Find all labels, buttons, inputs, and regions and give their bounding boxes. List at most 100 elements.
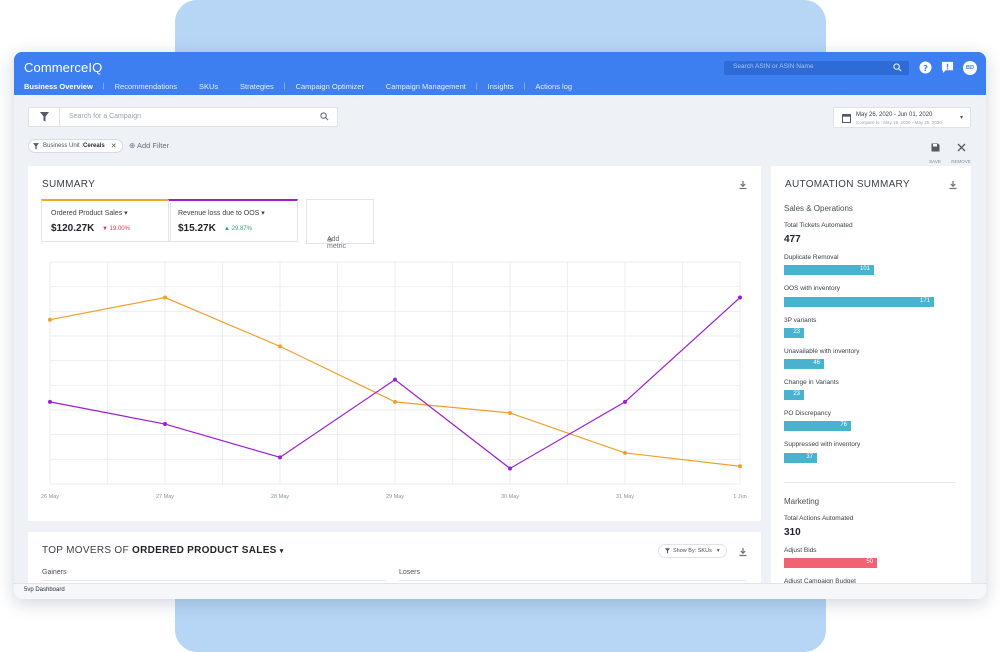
x-tick-label: 28 May	[271, 494, 289, 500]
data-point	[623, 399, 627, 404]
metric-card-revenue-loss-oos[interactable]: Revenue loss due to OOS ▾ $15.27K ▲ 29.8…	[168, 199, 298, 242]
automation-bar-value: 23	[793, 329, 800, 335]
tab-campaign-optimizer[interactable]: Campaign Optimizer	[295, 81, 364, 91]
add-metric-label: Add metric	[327, 236, 347, 250]
nav-separator: |	[475, 82, 478, 90]
x-tick-label: 30 May	[501, 494, 519, 500]
add-filter-button[interactable]: ⊕ Add Filter	[129, 141, 169, 150]
automation-bar: 171	[784, 297, 934, 307]
show-by-dropdown[interactable]: Show By: SKUs ▾	[658, 544, 727, 558]
funnel-icon	[33, 142, 39, 149]
section-marketing: Marketing	[784, 497, 820, 506]
automation-bar: 23	[784, 390, 804, 400]
filter-button[interactable]	[29, 108, 60, 126]
automation-bar-value: 50	[866, 559, 873, 565]
remove-label: REMOVE	[951, 159, 971, 164]
top-movers-metric-select[interactable]: ORDERED PRODUCT SALES ▾	[131, 545, 284, 556]
campaign-search-input[interactable]: Search for a Campaign	[69, 113, 141, 120]
plus-icon: ⊕	[129, 141, 136, 150]
footer-dashboard-label: 5vp Dashboard	[24, 587, 65, 593]
chevron-down-icon: ▾	[279, 548, 284, 555]
search-icon[interactable]	[893, 63, 902, 72]
automation-bar-value: 76	[840, 422, 847, 428]
automation-item-label: 3P variants	[784, 317, 817, 324]
chevron-down-icon: ▾	[124, 210, 128, 217]
add-metric-button[interactable]: ⊕ Add metric	[306, 199, 374, 250]
summary-title: SUMMARY	[42, 179, 96, 190]
data-point	[738, 464, 742, 469]
automation-bar-value: 46	[813, 360, 820, 366]
tab-actions-log[interactable]: Actions log	[535, 81, 573, 91]
remove-button[interactable]: REMOVE	[949, 139, 973, 164]
date-range-picker[interactable]: May 26, 2020 - Jun 01, 2020 Compare to :…	[833, 107, 971, 128]
top-movers-card: TOP MOVERS OF ORDERED PRODUCT SALES ▾ Sh…	[28, 532, 761, 592]
save-button[interactable]: SAVE	[923, 139, 947, 164]
top-movers-title: TOP MOVERS OF ORDERED PRODUCT SALES ▾	[42, 545, 284, 556]
close-icon[interactable]: ✕	[110, 143, 117, 150]
download-icon[interactable]	[738, 180, 748, 190]
metric-change-up: ▲ 29.87%	[224, 226, 252, 232]
asin-search-placeholder: Search ASIN or ASIN Name	[733, 63, 814, 70]
automation-bar-value: 23	[793, 391, 800, 397]
section-sales-operations: Sales & Operations	[784, 204, 853, 213]
show-by-label: Show By: SKUs	[673, 548, 712, 554]
data-point	[163, 295, 167, 300]
metric-card-ordered-product-sales[interactable]: Ordered Product Sales ▾ $120.27K ▼ 19.00…	[41, 199, 171, 242]
gainers-divider	[42, 580, 387, 581]
metric-change-down: ▼ 19.00%	[102, 226, 130, 232]
nav-spacer: |	[374, 83, 376, 90]
automation-summary-card: AUTOMATION SUMMARY Sales & Operations To…	[771, 166, 971, 586]
gainers-heading: Gainers	[42, 569, 67, 576]
save-label: SAVE	[929, 159, 941, 164]
funnel-icon	[40, 112, 49, 122]
search-icon[interactable]	[320, 112, 329, 121]
losers-divider	[399, 580, 747, 581]
metric-value: $15.27K	[178, 223, 216, 234]
total-actions-label: Total Actions Automated	[784, 515, 854, 522]
tab-insights[interactable]: Insights	[487, 81, 514, 91]
asin-search-input[interactable]: Search ASIN or ASIN Name	[724, 61, 909, 75]
filter-chip-business-unit[interactable]: Business Unit : Cereals ✕	[28, 139, 123, 153]
summary-line-chart: 26 May 27 May 28 May 29 May 30 May 31 May 1 Ju…	[41, 261, 747, 500]
automation-item-label: Unavailable with inventory	[784, 348, 860, 355]
section-divider	[784, 482, 956, 483]
x-tick-label: 1 Jun	[733, 494, 746, 500]
data-point	[393, 377, 397, 382]
automation-bar: 37	[784, 453, 817, 463]
metric-name: Ordered Product Sales ▾	[51, 210, 128, 217]
data-point	[393, 399, 397, 404]
tab-business-overview[interactable]: Business Overview	[24, 81, 93, 91]
funnel-icon	[665, 548, 670, 554]
user-avatar[interactable]: BD	[963, 61, 977, 75]
main-tabs: Business Overview | Recommendations | SK…	[24, 80, 572, 92]
data-point	[163, 422, 167, 427]
nav-separator: |	[523, 82, 526, 90]
data-point	[508, 466, 512, 471]
automation-bar: 76	[784, 421, 851, 431]
automation-item-label: Adjust Campaign Budget	[784, 578, 856, 585]
chevron-down-icon: ▾	[716, 548, 720, 554]
data-point	[278, 455, 282, 460]
x-tick-label: 27 May	[156, 494, 174, 500]
close-icon	[957, 143, 965, 152]
tab-campaign-management[interactable]: Campaign Management	[385, 81, 466, 91]
campaign-search-bar: Search for a Campaign	[28, 107, 338, 127]
nav-separator: |	[283, 82, 286, 90]
download-icon[interactable]	[948, 180, 958, 190]
tab-strategies[interactable]: Strategies	[239, 81, 274, 91]
automation-bar: 50	[784, 558, 877, 568]
app-window: CommerceIQ Search ASIN or ASIN Name ? BD…	[14, 52, 986, 599]
help-icon[interactable]: ?	[919, 61, 932, 74]
automation-bar: 101	[784, 265, 874, 275]
tab-skus[interactable]: SKUs	[198, 81, 219, 91]
save-icon	[931, 143, 939, 152]
app-logo[interactable]: CommerceIQ	[24, 60, 103, 75]
data-point	[48, 399, 52, 404]
notification-icon[interactable]	[941, 61, 954, 74]
tab-recommendations[interactable]: Recommendations	[114, 81, 178, 91]
automation-bar-value: 37	[806, 454, 813, 460]
date-range-primary: May 26, 2020 - Jun 01, 2020	[856, 112, 933, 118]
data-point	[738, 295, 742, 300]
download-icon[interactable]	[738, 547, 748, 557]
automation-item-label: Change in Variants	[784, 379, 839, 386]
